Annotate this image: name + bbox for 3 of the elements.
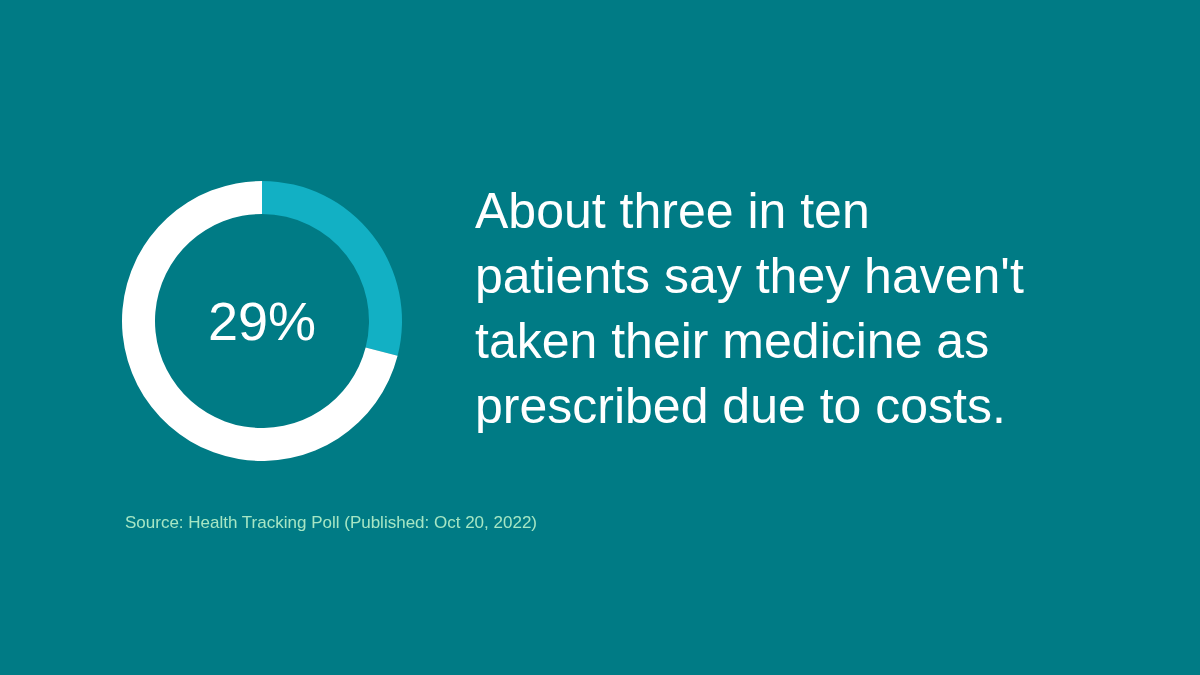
text: 29% <box>207 291 317 351</box>
text: About three in ten patients say they haven't taken their medicine as prescribed due to costs. <box>475 182 1024 434</box>
source-note: Source: Health Tracking Poll (Published: Oct 20, 2022) <box>125 513 537 532</box>
